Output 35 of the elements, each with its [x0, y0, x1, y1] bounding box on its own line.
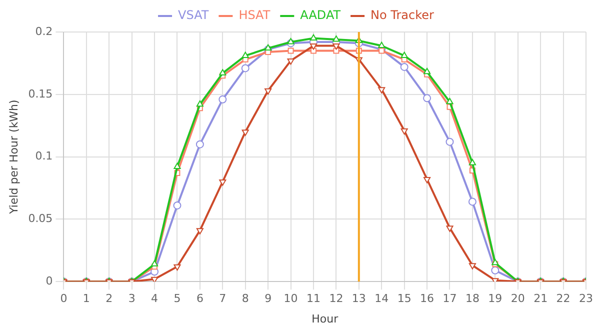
- y-tick-label: 0.2: [35, 24, 53, 38]
- x-axis-title: Hour: [312, 312, 339, 326]
- x-tick-label: 6: [196, 292, 204, 306]
- y-axis-title: Yield per Hour (kWh): [7, 100, 20, 215]
- x-tick-label: 19: [488, 292, 502, 306]
- x-tick-label: 10: [284, 292, 298, 306]
- x-tick-label: 4: [151, 292, 158, 306]
- x-tick-label: 21: [534, 292, 548, 306]
- x-tick-label: 8: [242, 292, 249, 306]
- legend-label: VSAT: [178, 8, 210, 22]
- x-tick-label: 18: [465, 292, 480, 306]
- x-tick-label: 12: [329, 292, 344, 306]
- legend-label: No Tracker: [370, 8, 434, 22]
- x-tick-label: 17: [442, 292, 457, 306]
- x-tick-label: 7: [219, 292, 226, 306]
- y-tick-label: 0: [46, 274, 53, 288]
- x-tick-label: 9: [264, 292, 272, 306]
- y-tick-label: 0.1: [35, 150, 53, 163]
- x-tick-label: 0: [60, 292, 68, 306]
- x-tick-label: 15: [397, 292, 412, 306]
- x-tick-label: 11: [306, 292, 320, 306]
- x-tick-label: 14: [374, 292, 389, 306]
- legend-label: AADAT: [300, 8, 342, 22]
- x-tick-label: 2: [106, 292, 113, 306]
- x-tick-label: 1: [82, 292, 90, 306]
- x-tick-label: 5: [174, 292, 181, 306]
- legend-label: HSAT: [238, 8, 271, 22]
- x-tick-label: 22: [556, 292, 570, 306]
- x-tick-label: 16: [420, 292, 434, 306]
- y-tick-label: 0.15: [28, 87, 53, 100]
- x-tick-label: 23: [579, 292, 593, 306]
- x-tick-label: 3: [128, 292, 136, 306]
- y-tick-label: 0.05: [28, 212, 53, 226]
- x-tick-label: 13: [352, 292, 366, 306]
- x-tick-label: 20: [510, 292, 525, 306]
